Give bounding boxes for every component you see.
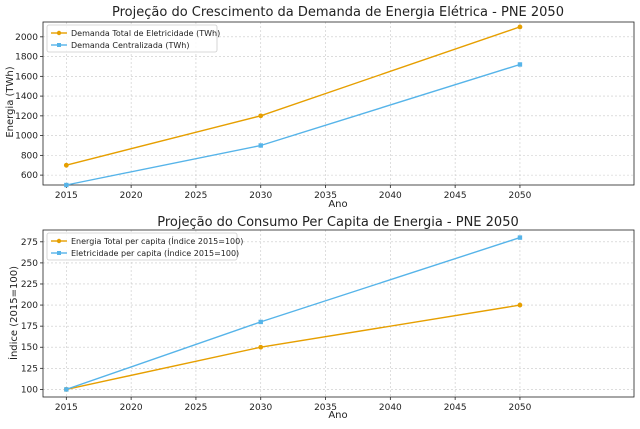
- x-tick-label: 2045: [444, 403, 467, 413]
- x-tick-label: 2020: [120, 191, 143, 201]
- y-tick-label: 275: [21, 238, 38, 248]
- grid: [43, 22, 634, 185]
- axes: 2015 2020 2025 2030 2035 2040 2045 2050 600 800 10…: [15, 21, 635, 201]
- y-tick-label: 1000: [15, 132, 38, 142]
- chart-per-capita-consumption: Projeção do Consumo Per Capita de Energi…: [7, 215, 635, 421]
- data-point: [517, 302, 523, 308]
- series-line: [66, 63, 521, 186]
- legend-marker: [57, 251, 61, 255]
- data-point: [64, 387, 69, 392]
- y-axis-label: Índice (2015=100): [7, 266, 20, 360]
- y-tick-label: 1400: [15, 92, 38, 102]
- x-tick-label: 2015: [55, 191, 78, 201]
- x-tick-label: 2015: [55, 403, 78, 413]
- data-point: [63, 162, 69, 168]
- y-tick-label: 125: [21, 364, 38, 374]
- plot-frame: [42, 229, 635, 398]
- x-tick-label: 2025: [184, 403, 207, 413]
- x-tick-label: 2040: [379, 403, 402, 413]
- x-tick-label: 2050: [508, 403, 531, 413]
- y-tick-label: 1600: [15, 72, 38, 82]
- y-tick-label: 100: [21, 385, 38, 395]
- x-tick-label: 2020: [120, 403, 143, 413]
- series-1: [64, 62, 523, 188]
- y-tick-label: 2000: [15, 33, 38, 43]
- chart-title: Projeção do Crescimento da Demanda de En…: [112, 5, 564, 20]
- y-tick-label: 200: [21, 301, 38, 311]
- y-tick-label: 1800: [15, 53, 38, 63]
- legend-label: Energia Total per capita (Índice 2015=10…: [71, 235, 243, 246]
- grid: [43, 230, 634, 397]
- legend-label: Demanda Total de Eletricidade (TWh): [71, 29, 220, 38]
- x-tick-label: 2025: [184, 191, 207, 201]
- x-axis-label: Ano: [328, 410, 347, 421]
- chart-electricity-demand: Projeção do Crescimento da Demanda de En…: [5, 5, 635, 210]
- chart-title: Projeção do Consumo Per Capita de Energi…: [157, 215, 519, 230]
- data-point: [517, 62, 523, 67]
- legend-marker: [56, 238, 62, 244]
- x-axis-label: Ano: [328, 199, 347, 210]
- y-axis-label: Energia (TWh): [5, 66, 16, 137]
- y-tick-label: 800: [21, 151, 38, 161]
- data-point: [517, 24, 523, 30]
- data-point: [258, 344, 264, 350]
- legend-marker: [57, 43, 61, 47]
- x-tick-label: 2030: [249, 403, 272, 413]
- legend-box: [46, 232, 238, 261]
- data-point: [258, 143, 263, 148]
- x-tick-label: 2045: [444, 191, 467, 201]
- legend-box: [46, 24, 218, 53]
- legend-label: Eletricidade per capita (Índice 2015=100…: [71, 247, 239, 258]
- x-tick-label: 2050: [508, 191, 531, 201]
- x-tick-label: 2035: [314, 403, 337, 413]
- x-tick-label: 2030: [249, 191, 272, 201]
- data-point: [64, 182, 69, 188]
- y-tick-label: 1200: [15, 112, 38, 122]
- series-0: [63, 24, 523, 168]
- series-1: [64, 235, 523, 392]
- y-tick-label: 250: [21, 259, 38, 269]
- data-point: [517, 235, 523, 240]
- legend-label: Demanda Centralizada (TWh): [71, 41, 189, 50]
- axes: 2015 2020 2025 2030 2035 2040 2045 2050 100 125 15…: [21, 229, 635, 413]
- data-point: [258, 113, 264, 119]
- data-point: [258, 319, 263, 325]
- x-tick-label: 2035: [314, 191, 337, 201]
- legend: Demanda Total de Eletricidade (TWh) Deman…: [46, 24, 220, 53]
- legend: Energia Total per capita (Índice 2015=10…: [46, 232, 243, 261]
- x-tick-label: 2040: [379, 191, 402, 201]
- y-tick-label: 600: [21, 171, 38, 181]
- y-tick-label: 225: [21, 280, 38, 290]
- y-tick-label: 150: [21, 343, 38, 353]
- legend-marker: [56, 30, 62, 36]
- y-tick-label: 175: [21, 322, 38, 332]
- series-0: [63, 302, 523, 392]
- plot-frame: [42, 21, 635, 186]
